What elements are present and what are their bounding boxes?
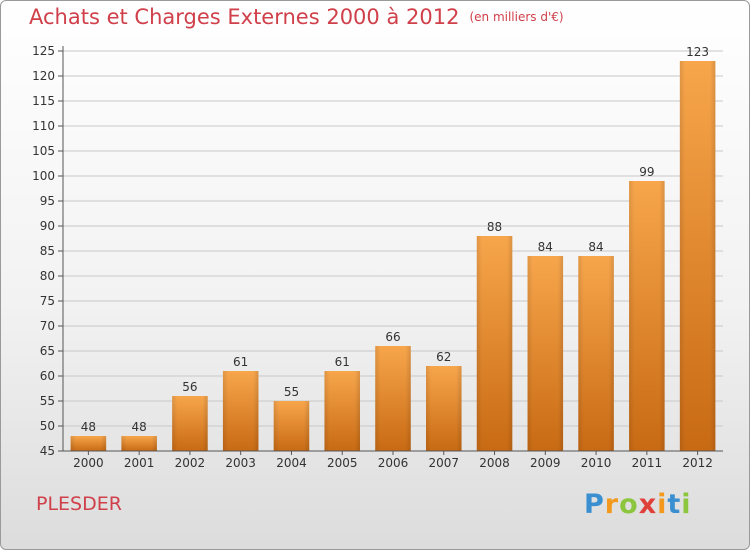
y-tick-label: 100 <box>32 169 55 183</box>
x-tick-label: 2009 <box>530 456 561 470</box>
bar-shade <box>578 256 614 451</box>
data-label: 99 <box>639 165 654 179</box>
bar-shade <box>121 436 157 451</box>
y-tick-label: 95 <box>40 194 55 208</box>
proxiti-logo[interactable]: Proxiti <box>584 489 692 520</box>
y-tick-label: 85 <box>40 244 55 258</box>
data-label: 48 <box>132 420 147 434</box>
x-tick-label: 2010 <box>581 456 612 470</box>
x-tick-label: 2006 <box>378 456 409 470</box>
x-tick-label: 2002 <box>175 456 206 470</box>
bars: 48 48 56 61 55 61 66 62 88 84 84 99 123 <box>70 45 716 451</box>
data-label: 66 <box>385 330 400 344</box>
bar-shade <box>679 61 716 451</box>
bar-shade <box>527 256 564 451</box>
data-label: 56 <box>182 380 197 394</box>
data-label: 84 <box>538 240 553 254</box>
y-tick-label: 80 <box>40 269 55 283</box>
x-tick-label: 2003 <box>225 456 256 470</box>
bar-shade <box>476 236 513 451</box>
chart-title-block: Achats et Charges Externes 2000 à 2012 (e… <box>29 5 564 29</box>
chart-title: Achats et Charges Externes 2000 à 2012 <box>29 5 460 29</box>
y-tick-label: 45 <box>40 444 55 458</box>
bar-shade <box>222 371 259 451</box>
commune-name: PLESDER <box>36 493 122 515</box>
y-tick-label: 55 <box>40 394 55 408</box>
data-label: 48 <box>81 420 96 434</box>
y-tick-label: 70 <box>40 319 55 333</box>
data-label: 88 <box>487 220 502 234</box>
x-tick-label: 2005 <box>327 456 358 470</box>
bar-shade <box>324 371 360 451</box>
bar-shade <box>426 366 462 451</box>
y-tick-label: 110 <box>32 119 55 133</box>
x-axis-labels: 2000 2001 2002 2003 2004 2005 2006 2007 2008 2009… <box>63 450 723 470</box>
data-label: 84 <box>588 240 603 254</box>
bar-shade <box>172 396 208 451</box>
y-tick-label: 50 <box>40 419 55 433</box>
bar-shade <box>273 401 310 451</box>
y-tick-label: 75 <box>40 294 55 308</box>
data-label: 61 <box>233 355 248 369</box>
data-label: 62 <box>436 350 451 364</box>
x-tick-label: 2000 <box>73 456 104 470</box>
y-tick-label: 115 <box>32 94 55 108</box>
y-axis: 45 50 55 60 65 70 75 80 85 90 95 100 105 110 115 120 125 <box>32 44 64 458</box>
data-label: 55 <box>284 385 299 399</box>
y-tick-label: 120 <box>32 69 55 83</box>
y-tick-label: 125 <box>32 44 55 58</box>
y-tick-label: 60 <box>40 369 55 383</box>
x-tick-label: 2001 <box>124 456 155 470</box>
y-tick-label: 65 <box>40 344 55 358</box>
bar-shade <box>375 346 411 451</box>
bar-shade <box>629 181 665 451</box>
data-label: 123 <box>686 45 709 59</box>
y-tick-label: 90 <box>40 219 55 233</box>
x-tick-label: 2007 <box>428 456 459 470</box>
x-tick-label: 2011 <box>632 456 663 470</box>
x-tick-label: 2012 <box>682 456 713 470</box>
bar-shade <box>70 436 107 451</box>
chart-unit-note: (en milliers d'€) <box>469 10 564 24</box>
x-tick-label: 2008 <box>479 456 510 470</box>
y-tick-label: 105 <box>32 144 55 158</box>
data-label: 61 <box>335 355 350 369</box>
x-tick-label: 2004 <box>276 456 307 470</box>
